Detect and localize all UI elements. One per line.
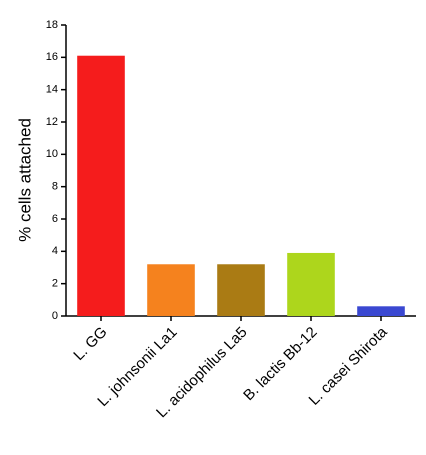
y-tick-label: 8 — [52, 181, 58, 193]
bar — [147, 264, 195, 316]
x-tick-label: B. lactis Bb-12 — [240, 324, 320, 404]
y-tick-label: 14 — [46, 84, 58, 96]
y-tick-label: 6 — [52, 213, 58, 225]
y-tick-label: 10 — [46, 148, 58, 160]
y-axis-label: % cells attached — [15, 118, 34, 242]
bar — [77, 55, 125, 316]
y-tick-label: 12 — [46, 116, 58, 128]
y-tick-label: 0 — [52, 310, 58, 322]
y-tick-label: 18 — [46, 19, 58, 31]
x-tick-label: L. GG — [70, 324, 110, 364]
bar — [287, 252, 335, 316]
y-tick-label: 2 — [52, 278, 58, 290]
bar — [357, 306, 405, 316]
y-tick-label: 4 — [52, 245, 58, 257]
bar — [217, 264, 265, 316]
y-tick-label: 16 — [46, 51, 58, 63]
